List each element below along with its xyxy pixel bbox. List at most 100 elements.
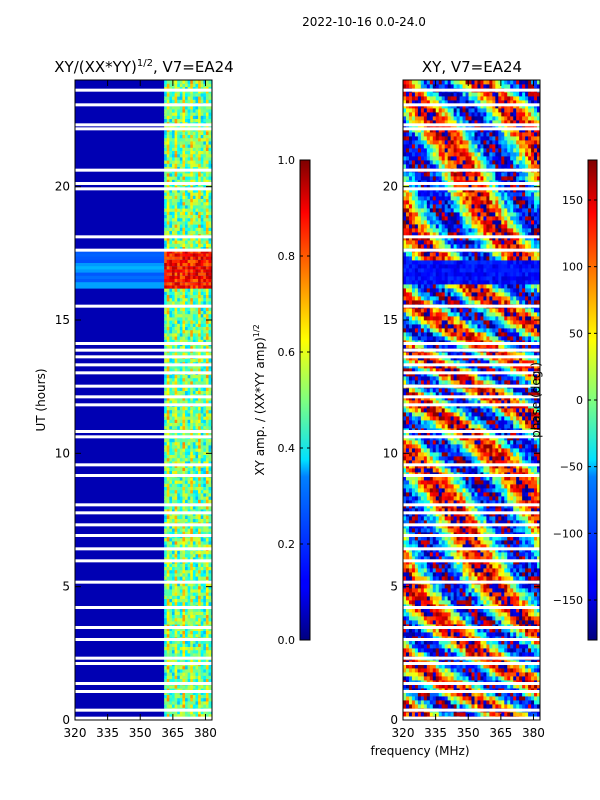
amplitude-cell bbox=[195, 499, 199, 503]
phase-cell bbox=[447, 712, 452, 717]
phase-cell bbox=[528, 632, 532, 637]
amplitude-cell bbox=[166, 134, 170, 139]
amplitude-cell bbox=[174, 592, 178, 596]
amplitude-cell bbox=[195, 118, 199, 123]
amplitude-cell bbox=[171, 486, 175, 491]
amplitude-cell bbox=[166, 294, 170, 299]
amplitude-cell bbox=[208, 204, 212, 209]
amplitude-cell bbox=[190, 345, 194, 350]
amplitude-cell bbox=[177, 531, 181, 535]
amplitude-cell bbox=[208, 256, 212, 260]
amplitude-cell bbox=[195, 470, 199, 475]
amplitude-cell bbox=[171, 582, 175, 587]
amplitude-cell bbox=[166, 515, 170, 519]
amplitude-cell bbox=[187, 214, 191, 219]
phase-cell bbox=[411, 628, 416, 633]
amplitude-cell bbox=[192, 96, 196, 100]
amplitude-cell bbox=[171, 441, 175, 446]
amplitude-cell bbox=[174, 380, 178, 385]
phase-cell bbox=[423, 684, 428, 689]
phase-cell bbox=[531, 684, 535, 689]
phase-cell bbox=[426, 672, 431, 677]
amplitude-cell bbox=[169, 627, 173, 631]
amplitude-cell bbox=[205, 220, 209, 225]
amplitude-cell bbox=[182, 457, 186, 462]
amplitude-cell bbox=[169, 240, 173, 244]
amplitude-cell bbox=[190, 614, 194, 619]
amplitude-cell bbox=[200, 275, 204, 279]
amplitude-cell bbox=[179, 259, 183, 263]
amplitude-cell bbox=[169, 108, 173, 113]
amplitude-cell bbox=[198, 528, 202, 532]
amplitude-cell bbox=[177, 460, 181, 465]
amplitude-cell bbox=[171, 608, 175, 612]
phase-cell bbox=[495, 652, 499, 657]
amplitude-cell bbox=[198, 352, 202, 356]
amplitude-cell bbox=[198, 476, 202, 481]
amplitude-cell bbox=[169, 422, 173, 427]
amplitude-cell bbox=[208, 144, 212, 148]
phase-cell bbox=[405, 628, 410, 633]
amplitude-cell bbox=[187, 166, 191, 171]
amplitude-cell bbox=[164, 339, 168, 343]
amplitude-cell bbox=[185, 150, 189, 155]
amplitude-cell bbox=[185, 524, 189, 529]
amplitude-cell bbox=[169, 492, 173, 497]
amplitude-cell bbox=[192, 172, 196, 177]
phase-cell bbox=[411, 700, 416, 705]
amplitude-cell bbox=[174, 540, 178, 545]
amplitude-cell bbox=[198, 281, 202, 286]
phase-cell bbox=[489, 640, 493, 645]
amplitude-cell bbox=[182, 432, 186, 436]
amplitude-cell bbox=[192, 332, 196, 337]
phase-cell bbox=[414, 712, 419, 717]
amplitude-cell bbox=[208, 268, 212, 273]
amplitude-cell bbox=[205, 396, 209, 401]
amplitude-cell bbox=[171, 585, 175, 590]
phase-cell bbox=[468, 676, 472, 681]
amplitude-cell bbox=[171, 668, 175, 673]
amplitude-cell bbox=[208, 556, 212, 561]
amplitude-cell bbox=[187, 540, 191, 545]
amplitude-cell bbox=[195, 396, 199, 401]
amplitude-cell bbox=[200, 153, 204, 158]
amplitude-cell bbox=[203, 345, 207, 350]
amplitude-cell bbox=[177, 230, 181, 235]
amplitude-cell bbox=[166, 624, 170, 628]
amplitude-cell bbox=[171, 300, 175, 305]
amplitude-cell bbox=[190, 646, 194, 651]
amplitude-cell bbox=[177, 563, 181, 567]
amplitude-cell bbox=[185, 633, 189, 638]
phase-cell bbox=[504, 676, 508, 681]
phase-cell bbox=[522, 712, 526, 717]
amplitude-cell bbox=[169, 457, 173, 462]
amplitude-cell bbox=[166, 537, 170, 542]
amplitude-cell bbox=[185, 412, 189, 417]
amplitude-cell bbox=[205, 288, 209, 292]
amplitude-cell bbox=[187, 272, 191, 276]
amplitude-cell bbox=[205, 572, 209, 577]
amplitude-cell bbox=[187, 390, 191, 395]
amplitude-cell bbox=[190, 281, 194, 286]
amplitude-cell bbox=[164, 540, 168, 545]
phase-cell bbox=[444, 712, 449, 717]
phase-cell bbox=[489, 676, 493, 681]
amplitude-cell bbox=[192, 582, 196, 587]
amplitude-cell bbox=[177, 627, 181, 631]
amplitude-cell bbox=[187, 659, 191, 663]
amplitude-cell bbox=[185, 432, 189, 436]
amplitude-cell bbox=[203, 585, 207, 590]
phase-cell bbox=[444, 676, 449, 681]
amplitude-cell bbox=[192, 524, 196, 529]
phase-cell bbox=[489, 684, 493, 689]
phase-cell bbox=[495, 676, 499, 681]
amplitude-cell bbox=[200, 492, 204, 497]
amplitude-cell bbox=[203, 588, 207, 593]
amplitude-cell bbox=[208, 240, 212, 244]
amplitude-cell bbox=[182, 195, 186, 199]
amplitude-cell bbox=[171, 115, 175, 119]
amplitude-cell bbox=[190, 163, 194, 167]
phase-cell bbox=[468, 712, 472, 717]
amplitude-cell bbox=[192, 236, 196, 241]
amplitude-cell bbox=[164, 380, 168, 385]
